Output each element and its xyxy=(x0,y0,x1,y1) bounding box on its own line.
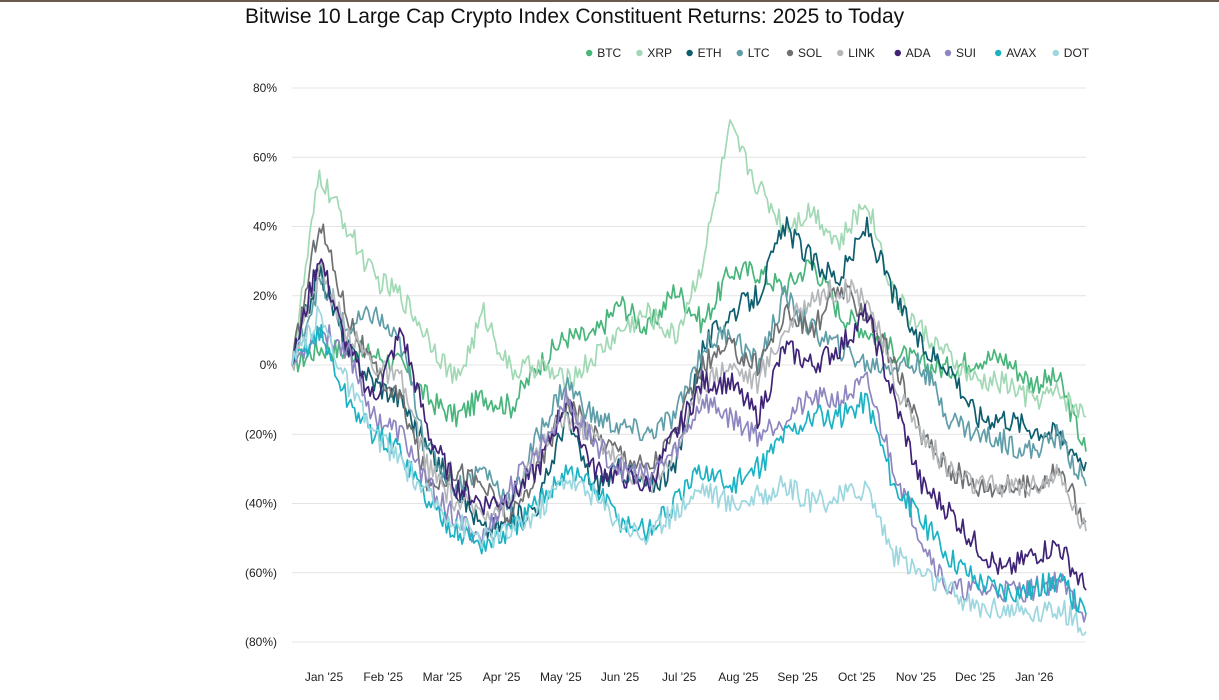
x-tick-label: Jun '25 xyxy=(601,670,640,684)
x-tick-label: Jan '26 xyxy=(1015,670,1054,684)
legend-item-xrp: XRP xyxy=(636,46,672,60)
y-tick-label: 40% xyxy=(253,220,277,234)
legend: BTC XRP ETH LTC SOL LINK ADA SUI AVAX DOT xyxy=(586,46,1090,60)
legend-swatch xyxy=(837,49,844,57)
legend-swatch xyxy=(586,49,593,57)
x-tick-label: May '25 xyxy=(540,670,582,684)
y-axis-ticks: 80% 60% 40% 20% 0% (20%) (40%) (60%) (80%) xyxy=(245,81,277,649)
y-tick-label: 0% xyxy=(260,358,278,372)
x-tick-label: Feb '25 xyxy=(363,670,403,684)
legend-swatch xyxy=(995,49,1002,57)
legend-item-ltc: LTC xyxy=(736,46,770,60)
legend-label: XRP xyxy=(647,46,672,60)
legend-swatch xyxy=(636,49,643,57)
legend-swatch xyxy=(786,49,794,57)
legend-label: AVAX xyxy=(1006,46,1036,60)
legend-label: LINK xyxy=(848,46,875,60)
legend-item-dot: DOT xyxy=(1052,46,1090,60)
legend-item-sui: SUI xyxy=(944,46,976,60)
legend-label: DOT xyxy=(1064,46,1090,60)
series-line-link xyxy=(291,261,1087,532)
series-line-avax xyxy=(291,323,1087,615)
series-line-dot xyxy=(291,305,1087,636)
legend-item-btc: BTC xyxy=(586,46,622,60)
series-line-xrp xyxy=(291,119,1087,419)
chart-title: Bitwise 10 Large Cap Crypto Index Consti… xyxy=(245,5,905,28)
y-tick-label: (80%) xyxy=(245,635,277,649)
series-line-ada xyxy=(291,258,1087,591)
legend-swatch xyxy=(686,49,693,57)
x-tick-label: Nov '25 xyxy=(896,670,937,684)
y-tick-label: 20% xyxy=(253,289,277,303)
legend-label: BTC xyxy=(597,46,621,60)
y-tick-label: 60% xyxy=(253,150,277,164)
x-tick-label: Jan '25 xyxy=(305,670,344,684)
top-border xyxy=(0,0,1219,2)
x-tick-label: Dec '25 xyxy=(955,670,996,684)
legend-item-link: LINK xyxy=(837,46,875,60)
legend-swatch xyxy=(1052,49,1060,57)
legend-item-avax: AVAX xyxy=(995,46,1036,60)
y-tick-label: 80% xyxy=(253,81,277,95)
legend-swatch xyxy=(944,49,952,57)
y-tick-label: (20%) xyxy=(245,427,277,441)
legend-label: ETH xyxy=(698,46,722,60)
x-tick-label: Jul '25 xyxy=(662,670,697,684)
y-tick-label: (40%) xyxy=(245,497,277,511)
legend-label: LTC xyxy=(748,46,770,60)
legend-swatch xyxy=(736,49,743,57)
x-tick-label: Apr '25 xyxy=(483,670,521,684)
legend-label: SOL xyxy=(798,46,822,60)
x-tick-label: Oct '25 xyxy=(838,670,876,684)
x-tick-label: Mar '25 xyxy=(423,670,463,684)
legend-swatch xyxy=(894,49,901,57)
series-lines xyxy=(291,119,1087,636)
legend-label: SUI xyxy=(956,46,976,60)
x-tick-label: Sep '25 xyxy=(777,670,818,684)
legend-item-ada: ADA xyxy=(894,46,931,60)
legend-label: ADA xyxy=(906,46,931,60)
legend-item-eth: ETH xyxy=(686,46,722,60)
x-tick-label: Aug '25 xyxy=(718,670,759,684)
y-tick-label: (60%) xyxy=(245,566,277,580)
legend-item-sol: SOL xyxy=(786,46,822,60)
x-axis-ticks: Jan '25 Feb '25 Mar '25 Apr '25 May '25 Jun '… xyxy=(305,670,1054,684)
series-line-ltc xyxy=(291,276,1087,514)
